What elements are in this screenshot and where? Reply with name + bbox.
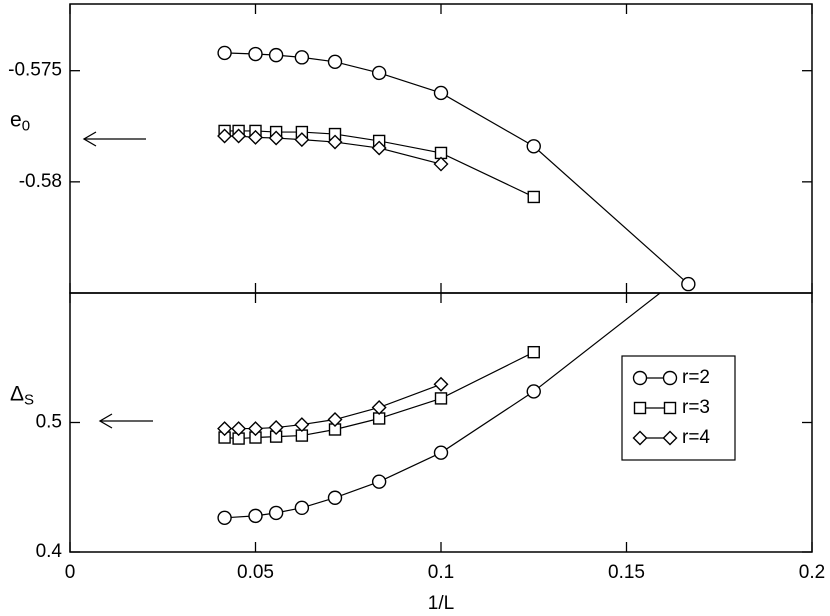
- legend-label: r=2: [682, 367, 710, 388]
- legend-marker: [633, 401, 647, 415]
- legend-label: r=4: [682, 427, 710, 448]
- marker: [433, 376, 449, 392]
- marker: [371, 140, 387, 156]
- marker: [231, 421, 247, 437]
- arrow: [82, 131, 153, 429]
- marker: [526, 384, 541, 399]
- marker: [217, 45, 232, 61]
- marker: [268, 130, 284, 146]
- marker: [248, 129, 263, 145]
- marker: [268, 47, 284, 63]
- x-tick-label: 0.05: [237, 562, 274, 583]
- marker: [294, 417, 310, 433]
- marker: [526, 139, 541, 154]
- y-tick-label: -0.575: [8, 60, 62, 81]
- marker: [268, 420, 284, 436]
- y-axis-label: ΔS: [10, 382, 34, 408]
- legend-marker: [632, 370, 648, 386]
- marker: [371, 399, 387, 415]
- y-axis-label-sub: S: [24, 391, 34, 408]
- x-tick-label: 0.1: [428, 562, 454, 583]
- legend-marker: [632, 430, 648, 446]
- marker: [327, 412, 343, 428]
- marker: [248, 508, 263, 524]
- series-group: [217, 45, 696, 292]
- marker: [294, 500, 310, 516]
- marker: [294, 50, 310, 65]
- y-tick-label: -0.58: [19, 171, 62, 192]
- marker: [433, 156, 449, 172]
- y-axis-label-sub: 0: [22, 117, 30, 134]
- y-tick-label: 0.5: [36, 412, 62, 433]
- marker: [681, 276, 696, 292]
- marker: [434, 392, 448, 405]
- marker: [217, 510, 232, 526]
- series-line: [224, 293, 662, 519]
- x-axis-label: 1/L: [428, 593, 454, 614]
- marker: [248, 46, 263, 62]
- x-tick-label: 0.2: [799, 562, 825, 583]
- marker: [217, 128, 233, 144]
- marker: [268, 505, 284, 521]
- marker: [327, 490, 343, 505]
- x-tick-label: 0: [65, 562, 76, 583]
- y-axis-label-main: e: [10, 108, 22, 131]
- legend-marker: [662, 370, 678, 386]
- marker: [371, 65, 387, 81]
- marker: [371, 474, 387, 489]
- legend-marker: [662, 430, 678, 446]
- marker: [231, 128, 247, 144]
- marker: [682, 264, 695, 277]
- marker: [248, 421, 263, 437]
- marker: [433, 85, 449, 101]
- y-axis-label: e0: [10, 108, 30, 134]
- series-group: [217, 264, 695, 526]
- marker: [527, 345, 540, 359]
- y-tick-label: 0.4: [36, 541, 63, 562]
- marker: [433, 445, 449, 460]
- x-tick-label: 0.15: [608, 562, 645, 583]
- marker: [327, 54, 343, 69]
- y-axis-label-main: Δ: [10, 382, 24, 405]
- marker: [527, 190, 540, 204]
- marker: [327, 134, 343, 150]
- marker: [217, 421, 233, 437]
- series-line: [224, 52, 689, 285]
- legend-marker: [663, 401, 677, 415]
- marker: [294, 132, 310, 148]
- legend-label: r=3: [682, 397, 710, 418]
